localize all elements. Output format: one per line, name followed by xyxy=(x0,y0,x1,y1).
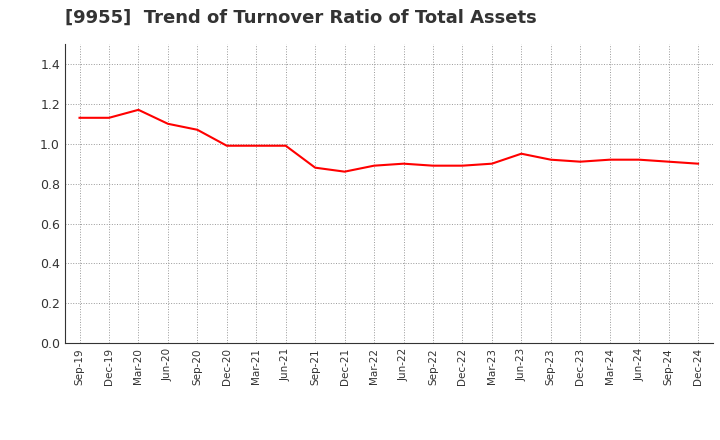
Text: [9955]  Trend of Turnover Ratio of Total Assets: [9955] Trend of Turnover Ratio of Total … xyxy=(65,8,536,26)
